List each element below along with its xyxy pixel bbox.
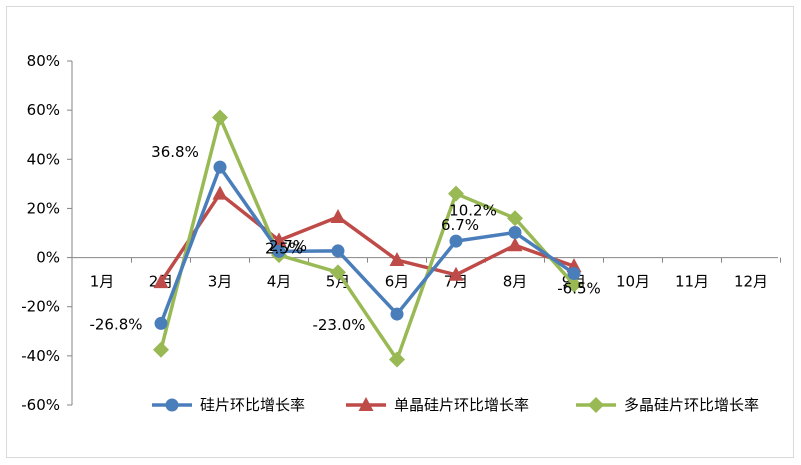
legend-label-2: 多晶硅片环比增长率 — [624, 396, 759, 414]
y-tick-label: -60% — [21, 396, 60, 414]
x-tick-label: 4月 — [267, 273, 292, 291]
data-label: 36.8% — [151, 143, 199, 161]
data-label: 2.7% — [269, 237, 307, 255]
legend-marker-0 — [165, 398, 179, 412]
y-tick-label: 0% — [36, 249, 60, 267]
series-line-0 — [159, 165, 575, 325]
series-0-point — [154, 316, 168, 330]
series-1-point — [212, 185, 228, 200]
series-1-point — [507, 237, 523, 252]
x-tick-label: 10月 — [616, 273, 650, 291]
chart-frame — [6, 6, 794, 458]
series-line-1 — [159, 191, 575, 284]
x-tick-label: 8月 — [503, 273, 528, 291]
series-0-point — [449, 234, 463, 248]
data-label: 2.5% — [265, 239, 303, 257]
y-tick-label: 40% — [27, 150, 60, 168]
data-label: 6.7% — [441, 216, 479, 234]
y-tick-label: -40% — [21, 347, 60, 365]
data-label: -26.8% — [89, 315, 142, 333]
series-2-point — [212, 109, 228, 126]
series-1-point — [389, 252, 405, 267]
series-1-point — [153, 274, 169, 289]
series-0-point — [390, 307, 404, 321]
y-tick-label: -20% — [21, 298, 60, 316]
legend-label-1: 单晶硅片环比增长率 — [394, 396, 529, 414]
legend-marker-2 — [588, 397, 604, 413]
series-0-point — [567, 267, 581, 281]
data-label: -23.0% — [312, 316, 365, 334]
y-tick-label: 80% — [27, 52, 60, 70]
series-line-2 — [159, 115, 576, 362]
legend-label-0: 硅片环比增长率 — [200, 396, 305, 414]
data-label: -6.5% — [557, 280, 601, 298]
series-1-point — [330, 209, 346, 224]
x-tick-label: 6月 — [385, 273, 410, 291]
series-2-point — [389, 351, 405, 368]
legend-marker-1 — [358, 397, 374, 411]
series-1-point — [448, 266, 464, 281]
x-tick-label: 1月 — [90, 273, 115, 291]
series-2-point — [330, 264, 346, 281]
x-tick-label: 12月 — [734, 273, 768, 291]
x-tick-label: 7月 — [444, 273, 469, 291]
series-2-point — [566, 276, 582, 293]
series-0-point — [331, 244, 345, 258]
series-2-point — [507, 210, 523, 227]
series-0-point — [508, 226, 522, 240]
y-tick-label: 20% — [27, 199, 60, 217]
x-tick-label: 5月 — [326, 273, 351, 291]
series-0-point — [213, 160, 227, 174]
series-0-point — [272, 244, 286, 258]
series-2-point — [153, 341, 169, 358]
y-tick-label: 60% — [27, 101, 60, 119]
series-2-point — [448, 185, 464, 202]
x-tick-label: 3月 — [208, 273, 233, 291]
x-tick-label: 11月 — [675, 273, 709, 291]
data-label: 10.2% — [449, 202, 497, 220]
